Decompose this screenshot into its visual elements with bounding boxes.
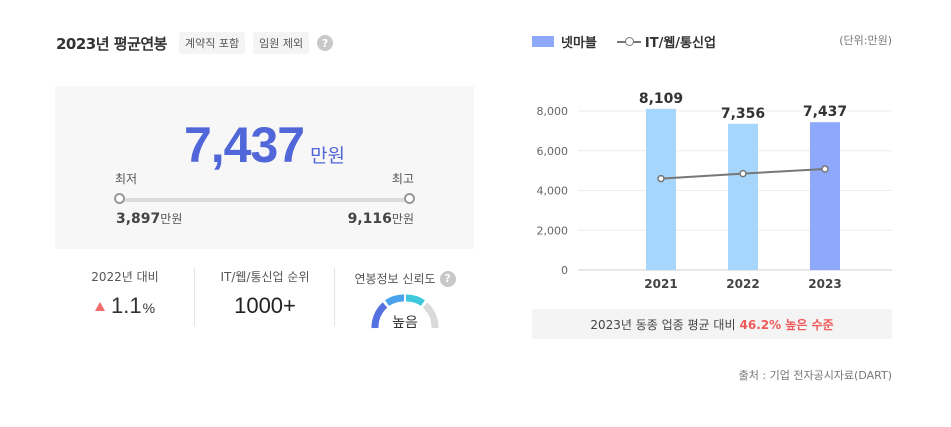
stat-rank: IT/웹/통신업 순위 1000+ <box>195 268 335 319</box>
y-tick-label: 8,000 <box>537 105 569 118</box>
comparison-text: 2023년 동종 업종 평균 대비 <box>590 317 736 332</box>
industry-point <box>739 169 747 178</box>
header: 2023년 평균연봉 계약직 포함 임원 제외 ? <box>56 32 334 54</box>
range-max-label: 최고 <box>391 172 414 186</box>
source-note: 출처 : 기업 전자공시자료(DART) <box>738 369 892 382</box>
average-salary-panel: 7,437 만원 최저 최고 3,897만원 9,116만원 <box>55 86 474 249</box>
stat-divider <box>194 268 195 326</box>
salary-chart: 8,000 6,000 4,000 2,000 0 8,109 2021 7,356 2022 7… <box>537 91 892 291</box>
range-max-knob <box>404 193 415 204</box>
average-salary-value: 7,437 <box>183 117 305 173</box>
range-min-value: 3,897만원 <box>116 210 182 227</box>
up-arrow-icon <box>94 301 105 311</box>
growth-number: 1.1 <box>110 293 142 318</box>
range-min-number: 3,897 <box>116 211 161 227</box>
bar <box>646 108 676 271</box>
range-max-unit: 만원 <box>391 212 414 226</box>
range-max-number: 9,116 <box>347 211 392 227</box>
legend-industry: IT/웹/통신업 <box>644 36 716 51</box>
y-tick-label: 0 <box>561 264 568 277</box>
range-max-value: 9,116만원 <box>348 210 414 227</box>
y-tick-label: 6,000 <box>537 145 569 158</box>
page-title: 2023년 평균연봉 <box>56 34 167 53</box>
help-icon[interactable]: ? <box>317 35 334 51</box>
bar-value-label: 7,356 <box>721 106 765 122</box>
stat-trust: 연봉정보 신뢰도 ? 높음 <box>335 268 475 338</box>
industry-point <box>657 174 665 183</box>
unit-note: (단위:만원) <box>839 34 892 47</box>
salary-range-track <box>119 198 410 202</box>
average-salary-unit: 만원 <box>310 145 346 167</box>
bar-value-label: 7,437 <box>803 104 847 120</box>
stat-growth: 2022년 대비 1.1% <box>55 268 195 319</box>
bar-value-label: 8,109 <box>639 91 683 107</box>
legend-company: 넷마블 <box>561 36 597 51</box>
growth-unit: % <box>142 300 156 316</box>
chart-legend: 넷마블 IT/웹/통신업 <box>532 32 716 51</box>
trust-gauge <box>371 294 439 329</box>
gauge-segment <box>371 302 388 329</box>
help-icon[interactable]: ? <box>439 270 456 287</box>
gauge-segment <box>405 294 425 307</box>
x-tick-label: 2023 <box>808 277 841 291</box>
tag-contract-included: 계약직 포함 <box>178 32 246 54</box>
trust-label: 연봉정보 신뢰도 <box>354 272 436 286</box>
gauge-segment <box>385 294 405 307</box>
industry-comparison: 2023년 동종 업종 평균 대비 46.2% 높은 수준 <box>532 309 892 339</box>
range-min-knob <box>114 193 125 204</box>
trust-label-row: 연봉정보 신뢰도 ? <box>354 270 456 287</box>
legend-bar-swatch <box>532 36 554 47</box>
range-min-label: 최저 <box>115 172 138 186</box>
bar <box>728 123 758 270</box>
stat-divider <box>334 268 335 326</box>
x-tick-label: 2021 <box>644 277 677 291</box>
bar <box>810 122 840 270</box>
comparison-highlight: 46.2% 높은 수준 <box>739 317 834 332</box>
rank-label: IT/웹/통신업 순위 <box>220 270 310 284</box>
rank-value: 1000+ <box>234 293 296 318</box>
trust-value: 높음 <box>392 315 418 331</box>
growth-value: 1.1% <box>55 293 195 319</box>
legend-line-icon <box>616 36 641 48</box>
y-tick-label: 4,000 <box>537 185 569 198</box>
range-min-unit: 만원 <box>160 212 183 226</box>
average-salary: 7,437 만원 <box>55 116 474 174</box>
gauge-segment <box>422 302 439 329</box>
y-tick-label: 2,000 <box>537 224 569 237</box>
tag-executive-excluded: 임원 제외 <box>253 32 310 54</box>
industry-point <box>821 165 829 173</box>
x-tick-label: 2022 <box>726 277 759 291</box>
growth-label: 2022년 대비 <box>91 270 159 284</box>
